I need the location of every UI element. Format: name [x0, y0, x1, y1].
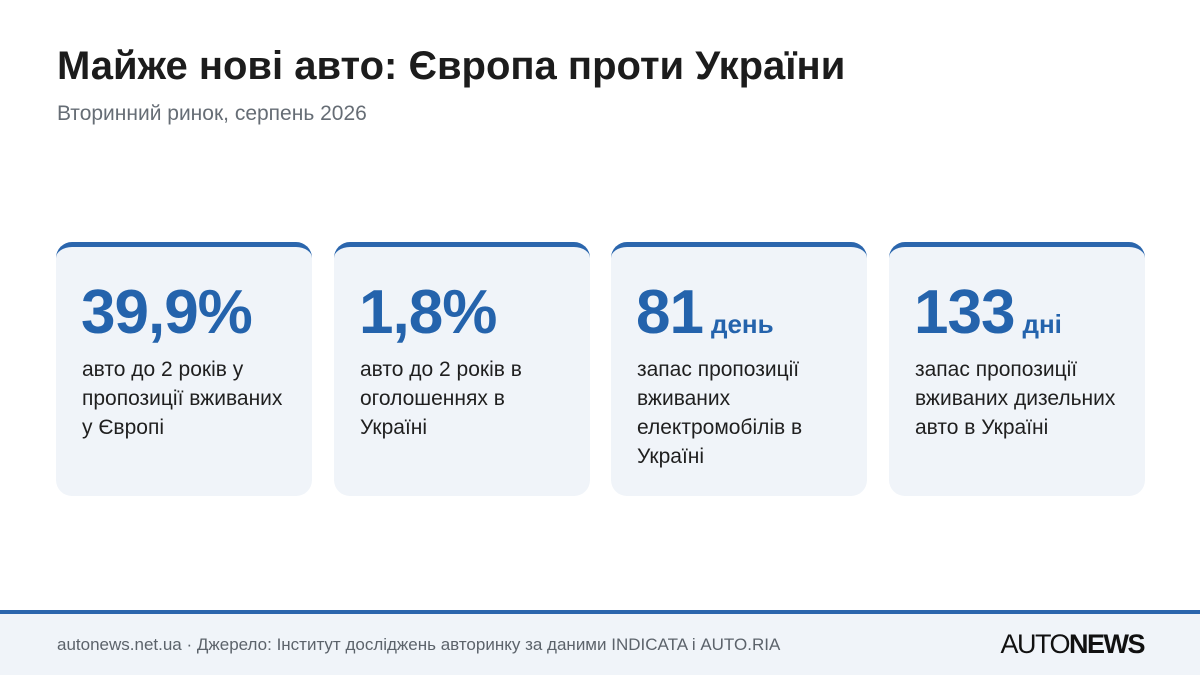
stat-unit: дні: [1022, 309, 1062, 339]
stat-value-row: 133 дні: [914, 277, 1062, 349]
stat-card: 81 день запас пропозиції вживаних електр…: [611, 242, 867, 496]
stat-value: 39,9%: [81, 278, 253, 347]
stat-card: 133 дні запас пропозиції вживаних дизель…: [889, 242, 1145, 496]
stat-description: авто до 2 років в оголошеннях в Україні: [360, 358, 522, 439]
logo-text-bold: NEWS: [1069, 629, 1146, 659]
stat-value-row: 1,8%: [359, 277, 504, 349]
stat-value-row: 39,9%: [81, 277, 260, 349]
source-credit: autonews.net.ua · Джерело: Інститут досл…: [57, 635, 781, 654]
page-subtitle: Вторинний ринок, серпень 2026: [57, 102, 367, 125]
stat-description: запас пропозиції вживаних дизельних авто…: [915, 358, 1116, 439]
autonews-logo[interactable]: AUTONEWS: [1000, 628, 1146, 660]
footer: autonews.net.ua · Джерело: Інститут досл…: [0, 610, 1200, 675]
stat-description: авто до 2 років у пропозиції вживаних у …: [82, 358, 283, 439]
stat-value: 1,8%: [359, 278, 497, 347]
stat-value-row: 81 день: [636, 277, 774, 349]
logo-text-light: AUTO: [1000, 629, 1070, 659]
stat-card: 39,9% авто до 2 років у пропозиції вжива…: [56, 242, 312, 496]
stat-card: 1,8% авто до 2 років в оголошеннях в Укр…: [334, 242, 590, 496]
stat-value: 133: [914, 278, 1015, 347]
stat-description: запас пропозиції вживаних електромобілів…: [637, 358, 803, 468]
page-title: Майже нові авто: Європа проти України: [57, 44, 846, 88]
stat-value: 81: [636, 278, 704, 347]
stat-unit: день: [710, 309, 774, 339]
stat-cards: 39,9% авто до 2 років у пропозиції вжива…: [56, 242, 1145, 496]
